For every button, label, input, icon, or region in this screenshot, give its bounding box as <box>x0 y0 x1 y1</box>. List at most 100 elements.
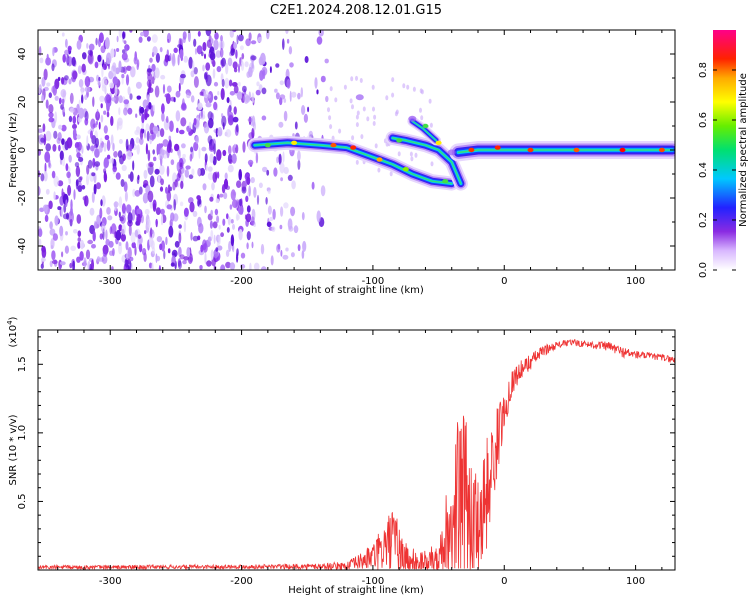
noise-speckle <box>84 94 88 101</box>
noise-speckle <box>78 107 85 119</box>
noise-speckle <box>118 60 122 73</box>
noise-speckle <box>219 47 224 58</box>
noise-speckle <box>227 216 231 226</box>
noise-speckle <box>235 49 238 59</box>
noise-speckle <box>207 135 213 145</box>
noise-speckle <box>177 260 182 270</box>
noise-speckle <box>59 261 66 266</box>
noise-speckle <box>139 128 144 140</box>
noise-speckle <box>150 227 153 238</box>
noise-speckle <box>402 83 406 89</box>
noise-speckle <box>231 82 238 87</box>
noise-speckle <box>217 91 220 96</box>
noise-speckle <box>99 95 105 103</box>
noise-speckle <box>199 265 203 270</box>
noise-speckle <box>159 47 163 53</box>
noise-speckle <box>42 204 49 212</box>
noise-speckle <box>216 66 222 73</box>
noise-speckle <box>220 88 225 100</box>
y-tick-label: 1.5 <box>17 356 28 372</box>
noise-speckle <box>243 93 249 105</box>
noise-speckle <box>240 252 246 259</box>
noise-speckle <box>149 135 154 140</box>
colorbar-tick-label: 0.2 <box>698 212 709 228</box>
ridge-branch <box>411 120 437 141</box>
noise-speckle <box>168 225 174 238</box>
noise-speckle <box>161 103 165 114</box>
noise-speckle <box>173 97 176 103</box>
noise-speckle <box>174 179 178 188</box>
noise-speckle <box>372 106 375 112</box>
noise-speckle <box>193 118 197 126</box>
noise-speckle <box>343 84 347 90</box>
noise-speckle <box>366 116 370 122</box>
noise-speckle <box>92 123 98 128</box>
snr-y-axis: 0.5 1.0 1.5 <box>17 336 675 557</box>
colorbar-tick-label: 0.0 <box>698 262 709 278</box>
noise-speckle <box>146 105 149 112</box>
noise-speckle <box>205 102 212 108</box>
noise-speckle <box>173 47 178 53</box>
noise-speckle <box>118 224 123 232</box>
noise-speckle <box>154 168 160 175</box>
noise-speckle <box>236 123 239 133</box>
noise-speckle <box>38 238 42 247</box>
noise-speckle <box>70 206 73 216</box>
noise-speckle <box>116 48 120 52</box>
noise-speckle <box>214 208 219 216</box>
noise-speckle <box>134 229 139 237</box>
noise-speckle <box>311 181 315 190</box>
snr-y-multiplier: (x104) <box>6 316 19 347</box>
noise-speckle <box>165 186 168 194</box>
ridge-hotspot <box>422 123 429 129</box>
noise-speckle <box>188 174 194 179</box>
noise-speckle <box>229 204 233 210</box>
noise-speckle <box>271 226 276 232</box>
noise-speckle <box>97 54 102 63</box>
noise-speckle <box>253 186 257 198</box>
noise-speckle <box>58 144 61 152</box>
noise-speckle <box>212 59 216 67</box>
noise-speckle <box>139 137 144 145</box>
noise-speckle <box>87 261 91 270</box>
noise-speckle <box>215 171 218 180</box>
noise-speckle <box>79 251 84 261</box>
noise-speckle <box>174 240 180 248</box>
noise-speckle <box>428 98 432 104</box>
noise-speckle <box>273 167 278 177</box>
noise-speckle <box>209 220 213 229</box>
noise-speckle <box>205 74 212 87</box>
noise-speckle <box>199 167 206 176</box>
noise-speckle <box>104 134 110 141</box>
noise-speckle <box>329 86 333 92</box>
noise-speckle <box>123 99 130 105</box>
noise-speckle <box>289 90 292 102</box>
noise-speckle <box>94 161 101 167</box>
noise-speckle <box>414 152 418 158</box>
noise-speckle <box>246 176 251 185</box>
noise-speckle <box>173 199 176 211</box>
noise-speckle <box>113 93 119 104</box>
noise-speckle <box>210 209 213 216</box>
noise-speckle <box>245 195 249 202</box>
noise-speckle <box>86 43 89 49</box>
noise-speckle <box>122 66 127 75</box>
noise-speckle <box>267 205 272 215</box>
noise-speckle <box>176 161 180 172</box>
noise-speckle <box>197 167 201 177</box>
noise-speckle <box>128 224 132 236</box>
noise-speckle <box>170 262 175 267</box>
noise-speckle <box>175 90 181 98</box>
noise-speckle <box>81 94 84 104</box>
noise-speckle <box>129 93 133 100</box>
noise-speckle <box>83 257 87 268</box>
noise-speckle <box>327 107 330 113</box>
noise-speckle <box>166 165 170 177</box>
noise-speckle <box>377 167 381 173</box>
noise-speckle <box>132 160 135 171</box>
noise-speckle <box>282 38 285 50</box>
noise-speckle <box>110 48 115 58</box>
noise-speckle <box>100 114 104 123</box>
noise-speckle <box>201 51 204 57</box>
noise-speckle <box>142 248 147 256</box>
